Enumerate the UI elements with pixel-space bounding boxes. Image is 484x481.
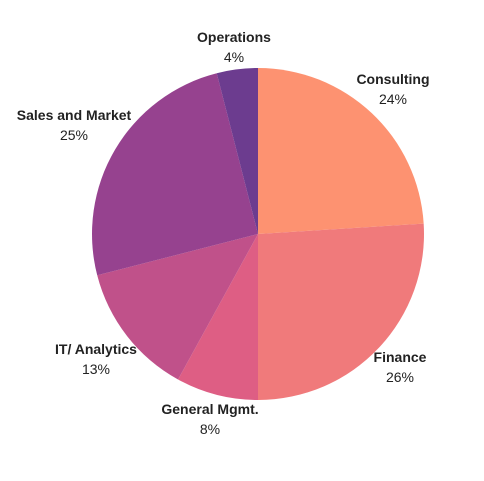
- pie-slice-operations: [216, 68, 258, 234]
- slice-label-it-analytics: IT/ Analytics: [55, 341, 137, 357]
- pie-slice-finance: [258, 223, 424, 400]
- slice-value-consulting: 24%: [379, 91, 407, 107]
- slice-value-it-analytics: 13%: [82, 361, 110, 377]
- slice-value-general-mgmt: 8%: [200, 421, 220, 437]
- pie-slice-it-analytics: [97, 234, 258, 380]
- pie-slice-consulting: [258, 68, 424, 234]
- pie-slice-general-mgmt: [178, 234, 258, 400]
- slice-label-general-mgmt: General Mgmt.: [161, 401, 258, 417]
- slice-label-operations: Operations: [197, 29, 271, 45]
- slice-value-finance: 26%: [386, 369, 414, 385]
- pie-labels: Consulting 24% Finance 26% General Mgmt. 8% IT…: [17, 29, 430, 437]
- pie-slices: [92, 68, 424, 400]
- slice-label-sales-and-market: Sales and Market: [17, 107, 132, 123]
- slice-value-sales-and-market: 25%: [60, 127, 88, 143]
- pie-slice-sales-and-market: [92, 73, 258, 276]
- slice-label-consulting: Consulting: [356, 71, 429, 87]
- slice-label-finance: Finance: [374, 349, 427, 365]
- slice-value-operations: 4%: [224, 49, 244, 65]
